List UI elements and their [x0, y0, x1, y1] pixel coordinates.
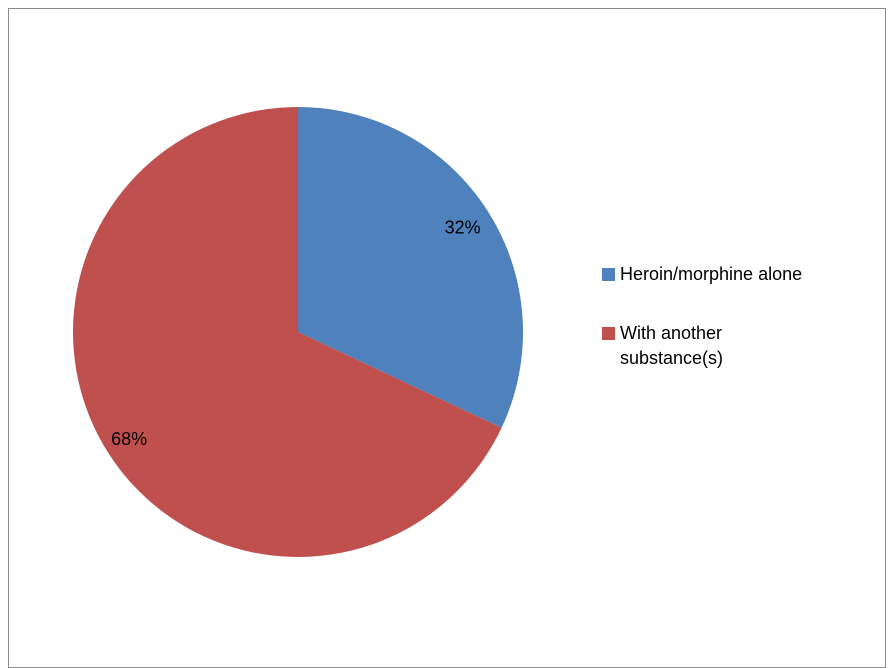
data-label-with-another-substance: 68% [111, 429, 147, 449]
pie-slice-heroin-morphine-alone [298, 107, 524, 428]
legend-label-heroin-morphine-alone: Heroin/morphine alone [620, 264, 803, 284]
legend-swatch-heroin-morphine-alone [602, 268, 615, 281]
pie-slice-with-another-substance [73, 107, 502, 557]
legend-item-with-another-substance: With another substance(s) [602, 321, 882, 371]
pie-labels: 32% 68% [111, 218, 481, 450]
legend-swatch-with-another-substance [602, 327, 615, 340]
data-label-heroin-morphine-alone: 32% [445, 218, 481, 238]
legend-label-with-another-substance: With another substance(s) [620, 323, 724, 368]
legend-item-heroin-morphine-alone: Heroin/morphine alone [602, 262, 882, 287]
pie-slices [73, 107, 524, 557]
legend: Heroin/morphine alone With another subst… [602, 262, 882, 405]
